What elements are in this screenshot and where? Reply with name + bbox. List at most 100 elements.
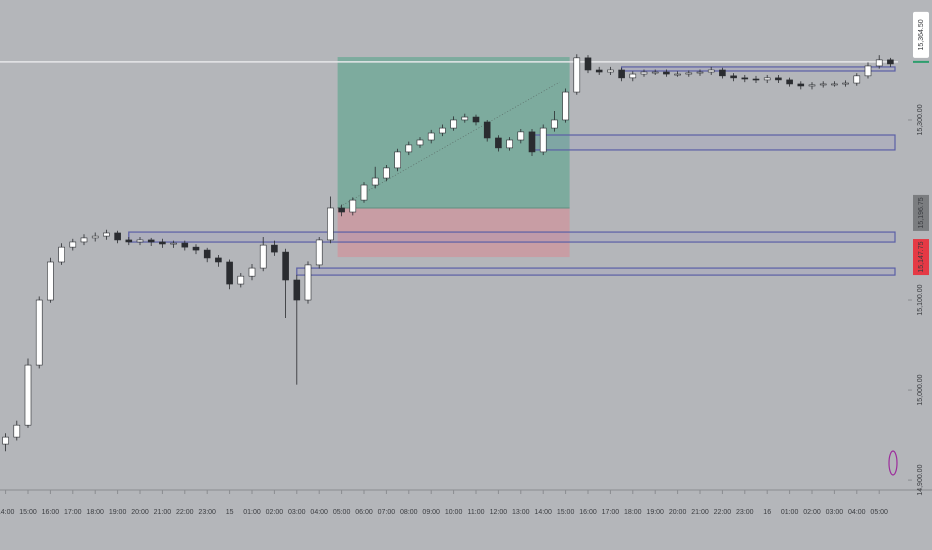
zone bbox=[531, 134, 896, 151]
candle-body bbox=[91, 235, 99, 239]
candle-body bbox=[58, 246, 65, 263]
x-tick-label: 08:00 bbox=[400, 509, 418, 516]
candle-body bbox=[595, 69, 603, 73]
x-tick-label: 01:00 bbox=[781, 509, 799, 516]
x-tick-label: 15:00 bbox=[19, 509, 37, 516]
candle-body bbox=[439, 127, 446, 134]
candle-body bbox=[607, 69, 614, 73]
candle-body bbox=[707, 69, 715, 73]
x-tick-label: 18:00 bbox=[624, 509, 642, 516]
candle-body bbox=[685, 72, 693, 75]
candle-body bbox=[394, 151, 401, 169]
candle-body bbox=[360, 184, 368, 201]
candle-body bbox=[763, 77, 771, 81]
candle-body bbox=[248, 267, 256, 277]
candle-body bbox=[103, 232, 110, 237]
candle-body bbox=[752, 78, 760, 81]
candle-body bbox=[730, 75, 737, 79]
candle-body bbox=[147, 239, 155, 243]
x-tick-label: 02:00 bbox=[266, 509, 284, 516]
candle-body bbox=[170, 242, 177, 245]
candle-body bbox=[282, 251, 289, 281]
x-tick-label: 23:00 bbox=[198, 509, 216, 516]
x-tick-label: 01:00 bbox=[243, 509, 261, 516]
alert-icon bbox=[888, 450, 898, 476]
trend-path bbox=[337, 81, 560, 209]
x-tick-label: 22:00 bbox=[714, 509, 732, 516]
zone bbox=[296, 267, 896, 276]
x-tick-label: 22:00 bbox=[176, 509, 194, 516]
candle-body bbox=[808, 84, 816, 87]
candle-body bbox=[304, 264, 312, 301]
price-label-box bbox=[913, 194, 929, 231]
last-price-box bbox=[913, 11, 929, 58]
candle-body bbox=[371, 177, 379, 186]
candle-body bbox=[159, 241, 166, 245]
x-tick-label: 18:00 bbox=[86, 509, 104, 516]
x-tick-label: 17:00 bbox=[602, 509, 620, 516]
x-tick-label: 03:00 bbox=[826, 509, 844, 516]
candle-body bbox=[887, 59, 894, 65]
candle-body bbox=[80, 237, 88, 243]
x-tick-label: 06:00 bbox=[355, 509, 373, 516]
x-tick-label: 14:00 bbox=[0, 509, 14, 516]
candle-body bbox=[215, 257, 222, 263]
candle-body bbox=[506, 139, 513, 149]
candle-body bbox=[573, 57, 581, 93]
x-tick-label: 14:00 bbox=[534, 509, 552, 516]
candle-body bbox=[797, 83, 805, 87]
candle-body bbox=[674, 73, 681, 76]
candle-body bbox=[13, 424, 21, 438]
candle-body bbox=[338, 207, 345, 213]
x-tick-label: 10:00 bbox=[445, 509, 463, 516]
candle-body bbox=[562, 91, 569, 121]
y-tick-label: 14,900.00 bbox=[917, 464, 924, 495]
x-tick-label: 04:00 bbox=[310, 509, 328, 516]
zone bbox=[620, 66, 896, 72]
candle-body bbox=[2, 436, 9, 445]
x-tick-label: 17:00 bbox=[64, 509, 82, 516]
candle-body bbox=[539, 127, 547, 153]
x-tick-label: 16 bbox=[763, 509, 771, 516]
x-tick-label: 20:00 bbox=[669, 509, 687, 516]
x-tick-label: 16:00 bbox=[42, 509, 60, 516]
x-tick-label: 03:00 bbox=[288, 509, 306, 516]
x-tick-label: 19:00 bbox=[109, 509, 127, 516]
candle-body bbox=[842, 82, 849, 85]
candle-body bbox=[551, 119, 558, 129]
x-tick-label: 21:00 bbox=[154, 509, 172, 516]
candle-body bbox=[651, 71, 659, 74]
candle-body bbox=[271, 244, 278, 253]
candle-body bbox=[461, 116, 469, 121]
last-price-label: 15,364.50 bbox=[918, 19, 925, 50]
candle-body bbox=[696, 71, 704, 74]
candle-body bbox=[136, 239, 144, 243]
x-tick-label: 05:00 bbox=[870, 509, 888, 516]
candle-body bbox=[226, 261, 233, 285]
candle-body bbox=[315, 239, 323, 266]
candle-body bbox=[69, 241, 77, 248]
candle-body bbox=[237, 275, 245, 285]
candle-body bbox=[47, 261, 54, 301]
candle-body bbox=[259, 244, 267, 269]
x-tick-label: 05:00 bbox=[333, 509, 351, 516]
y-tick-label: 15,300.00 bbox=[917, 104, 924, 135]
x-tick-label: 12:00 bbox=[490, 509, 508, 516]
price-label: 15,196.75 bbox=[918, 197, 925, 228]
candle-body bbox=[405, 144, 413, 153]
zone bbox=[128, 231, 896, 243]
candle-body bbox=[181, 242, 189, 248]
candle-body bbox=[663, 71, 670, 75]
candle-body bbox=[775, 77, 782, 81]
x-tick-label: 15 bbox=[226, 509, 234, 516]
x-tick-label: 15:00 bbox=[557, 509, 575, 516]
candle-body bbox=[741, 77, 749, 80]
x-tick-label: 11:00 bbox=[468, 509, 485, 516]
x-tick-label: 23:00 bbox=[736, 509, 754, 516]
candle-body bbox=[875, 59, 883, 67]
candle-body bbox=[853, 75, 861, 84]
candle-body bbox=[327, 207, 334, 241]
x-tick-label: 07:00 bbox=[378, 509, 396, 516]
candle-body bbox=[293, 279, 301, 301]
candle-body bbox=[125, 239, 133, 243]
